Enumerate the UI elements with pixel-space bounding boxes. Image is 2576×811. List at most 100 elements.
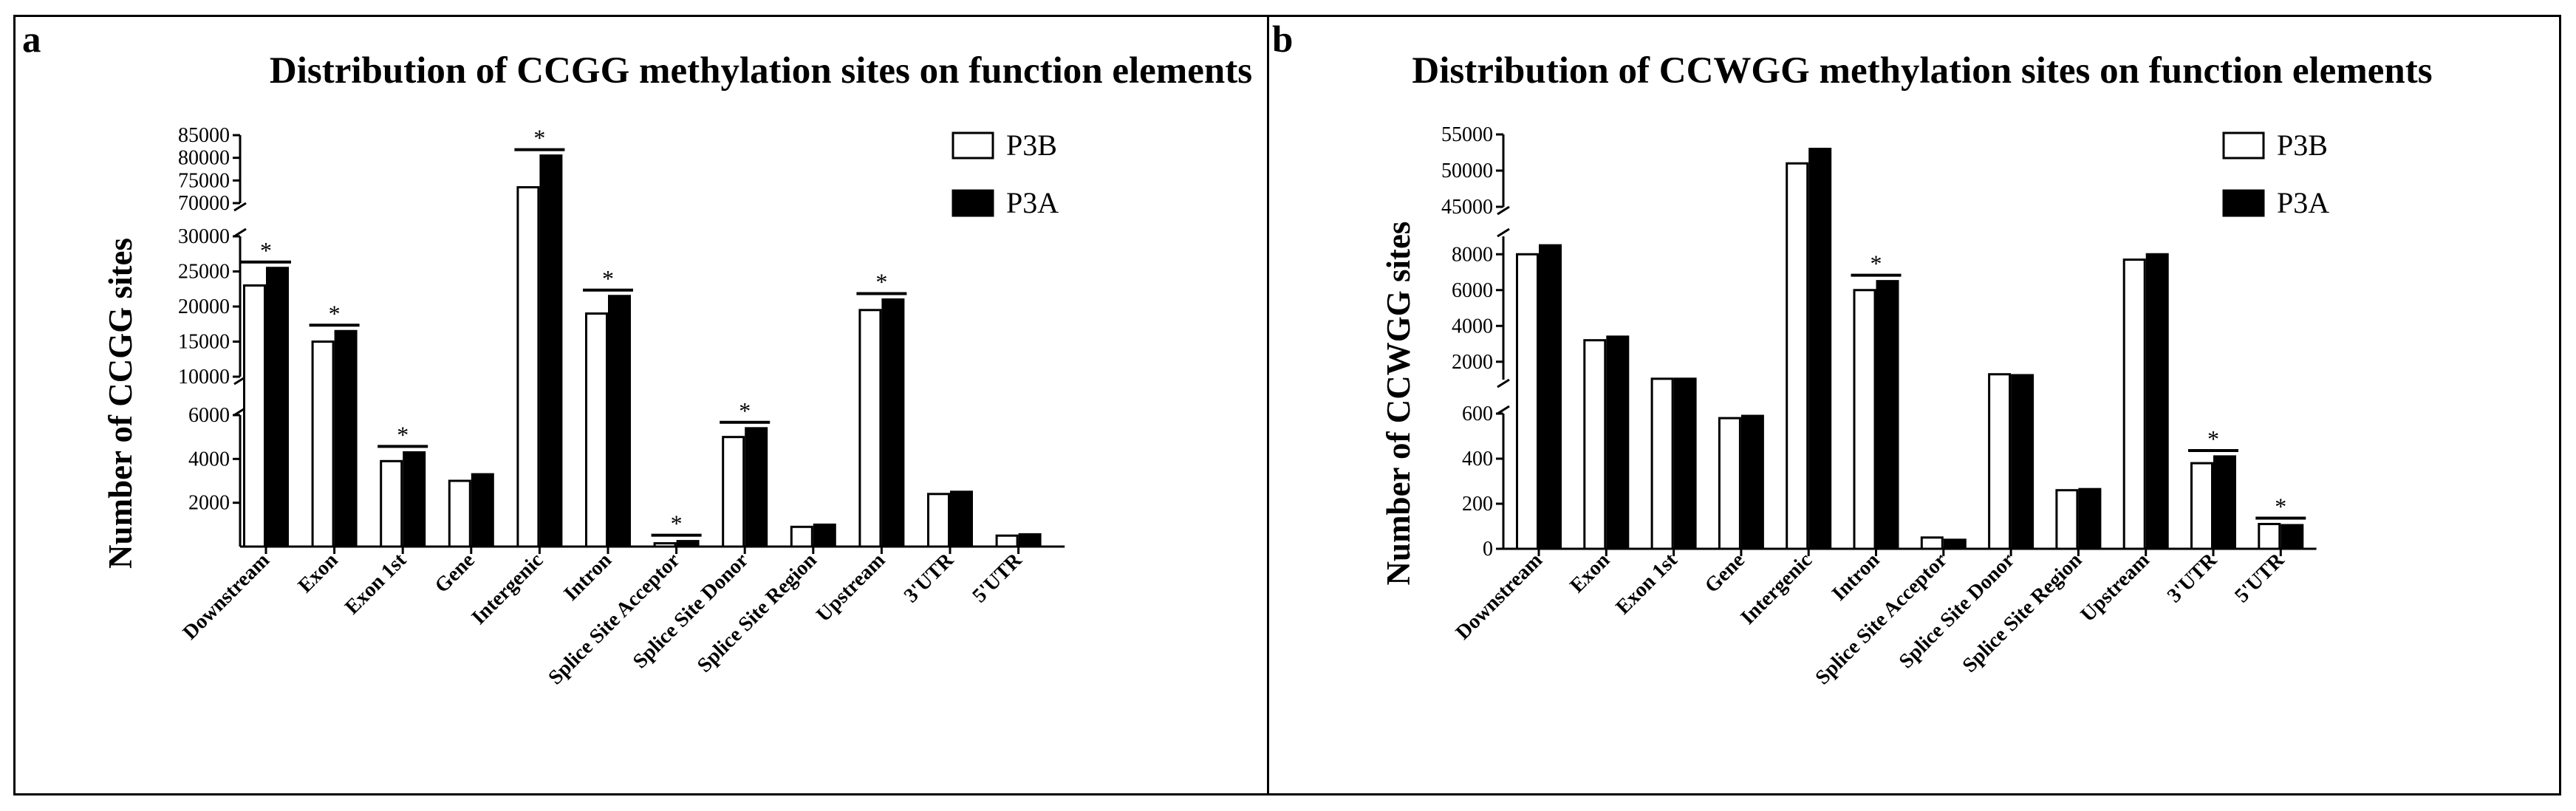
chart-a-legend-swatch-p3a bbox=[952, 189, 994, 217]
chart-a-group: a Distribution of CCGG methylation sites … bbox=[22, 19, 1252, 689]
chart-b-bar-p3b-splice-site-donor bbox=[1988, 373, 2012, 550]
chart-b-category-label-downstream: Downstream bbox=[1452, 549, 1547, 644]
chart-a-y-tick-label: 85000 bbox=[178, 124, 230, 147]
chart-b-category-label-splice-site-acceptor: Splice Site Acceptor bbox=[1811, 549, 1952, 689]
chart-a-y-tick-label: 70000 bbox=[178, 192, 230, 215]
chart-b-bar-p3a-exon bbox=[1606, 335, 1630, 550]
chart-a-bar-p3a-intron bbox=[608, 295, 631, 548]
chart-b-title: Distribution of CCWGG methylation sites … bbox=[1412, 50, 2432, 92]
chart-a-significance-star-splice-site-donor: * bbox=[739, 397, 751, 424]
chart-a-category-label-exon: Exon bbox=[294, 549, 343, 598]
chart-a-axis-break-mark bbox=[233, 202, 247, 212]
chart-a-y-tick-label: 2000 bbox=[188, 492, 230, 515]
chart-b-axis-break-mark bbox=[1497, 227, 1510, 238]
chart-b-bar-p3b-exon-1st bbox=[1650, 377, 1674, 550]
chart-b-bar-p3a-gene bbox=[1740, 414, 1764, 550]
chart-b-bar-p3a-intergenic bbox=[1808, 148, 1832, 550]
chart-b-bar-p3a-splice-site-acceptor bbox=[1943, 538, 1967, 550]
chart-a-category-label-5-utr: 5'UTR bbox=[968, 548, 1027, 607]
chart-a-bar-p3b-exon bbox=[311, 341, 335, 548]
chart-a-bar-p3b-intergenic bbox=[516, 186, 540, 548]
chart-a-category-label-splice-site-region: Splice Site Region bbox=[693, 549, 821, 677]
chart-b-group: b Distribution of CCWGG methylation sites… bbox=[1272, 19, 2433, 689]
chart-b-y-tick-label: 0 bbox=[1483, 538, 1493, 561]
chart-b-bar-p3b-upstream bbox=[2122, 259, 2146, 550]
chart-a-category-label-3-utr: 3'UTR bbox=[900, 548, 959, 607]
panel-b-frame bbox=[1267, 15, 2561, 795]
chart-b-category-label-intron: Intron bbox=[1828, 549, 1885, 606]
chart-b-y-tick-label: 6000 bbox=[1452, 279, 1493, 302]
chart-b-axis-break-mark bbox=[1497, 378, 1510, 389]
chart-a-category-label-splice-site-acceptor: Splice Site Acceptor bbox=[544, 549, 684, 689]
chart-a-y-tick-label: 20000 bbox=[178, 295, 230, 318]
chart-a-category-label-intron: Intron bbox=[559, 549, 616, 606]
chart-a-y-tick-label: 6000 bbox=[188, 404, 230, 427]
chart-a-bar-p3b-5-utr bbox=[995, 534, 1019, 548]
chart-b-axis-break-mark bbox=[1497, 405, 1510, 415]
chart-a-axis-break-mark bbox=[233, 227, 247, 238]
chart-a-bar-p3b-splice-site-region bbox=[790, 525, 813, 548]
chart-b-y-tick-label: 45000 bbox=[1441, 196, 1493, 219]
chart-a-bar-p3a-5-utr bbox=[1018, 533, 1042, 548]
chart-b-y-axis-label: Number of CCWGG sites bbox=[1380, 222, 1417, 586]
chart-a-significance-star-downstream: * bbox=[260, 237, 272, 264]
chart-b-bar-p3b-splice-site-region bbox=[2055, 489, 2079, 550]
chart-b-bar-p3a-3-utr bbox=[2213, 455, 2236, 550]
chart-b-significance-star-3-utr: * bbox=[2207, 425, 2219, 452]
chart-a-bar-p3b-upstream bbox=[858, 309, 882, 548]
chart-b-y-tick-label: 2000 bbox=[1452, 351, 1493, 374]
chart-b-bar-p3b-gene bbox=[1718, 417, 1741, 550]
chart-a-bar-p3a-exon bbox=[334, 329, 358, 548]
chart-b-bar-p3a-exon-1st bbox=[1673, 377, 1697, 550]
chart-a-legend-label-p3b: P3B bbox=[1006, 129, 1057, 162]
chart-b-y-tick-label: 400 bbox=[1462, 448, 1493, 470]
chart-a-y-tick-label: 25000 bbox=[178, 261, 230, 284]
chart-a-bar-p3b-downstream bbox=[243, 284, 266, 548]
chart-b-y-tick-label: 50000 bbox=[1441, 160, 1493, 182]
chart-b-category-label-5-utr: 5'UTR bbox=[2230, 548, 2289, 607]
chart-a-y-tick-label: 30000 bbox=[178, 225, 230, 248]
chart-b-bar-p3a-upstream bbox=[2145, 253, 2169, 550]
chart-a-y-tick-label: 15000 bbox=[178, 331, 230, 354]
chart-a-title: Distribution of CCGG methylation sites o… bbox=[270, 50, 1252, 92]
chart-a-bar-p3a-splice-site-donor bbox=[745, 427, 768, 548]
chart-a-bar-p3a-splice-site-region bbox=[813, 523, 836, 548]
chart-b-significance-star-5-utr: * bbox=[2275, 493, 2286, 519]
chart-a-bar-p3a-downstream bbox=[266, 267, 289, 548]
chart-b-bar-p3b-downstream bbox=[1516, 253, 1539, 550]
chart-a-bar-p3b-splice-site-acceptor bbox=[653, 542, 677, 548]
chart-a-significance-star-intergenic: * bbox=[533, 125, 545, 151]
chart-b-bar-p3b-3-utr bbox=[2190, 462, 2213, 550]
chart-a-category-label-splice-site-donor: Splice Site Donor bbox=[629, 549, 753, 673]
chart-b-bar-p3b-intergenic bbox=[1786, 162, 1809, 550]
chart-a-significance-star-intron: * bbox=[602, 265, 614, 292]
chart-b-y-tick-label: 55000 bbox=[1441, 123, 1493, 146]
chart-b-category-label-splice-site-region: Splice Site Region bbox=[1958, 549, 2087, 677]
chart-b-legend-label-p3b: P3B bbox=[2277, 129, 2328, 162]
chart-b-category-label-3-utr: 3'UTR bbox=[2163, 548, 2222, 607]
chart-a-bar-p3a-splice-site-acceptor bbox=[676, 540, 700, 548]
chart-b-panel-label: b bbox=[1272, 19, 1293, 61]
chart-b-bar-p3a-splice-site-region bbox=[2078, 487, 2102, 550]
chart-a-significance-star-exon: * bbox=[329, 300, 341, 326]
chart-a-bar-p3a-exon-1st bbox=[403, 451, 426, 548]
chart-b-bar-p3b-exon bbox=[1583, 339, 1607, 550]
chart-b-bar-p3b-splice-site-acceptor bbox=[1920, 536, 1944, 550]
chart-b-category-label-exon-1st: Exon 1st bbox=[1611, 549, 1682, 620]
chart-a-bar-p3a-intergenic bbox=[539, 154, 563, 548]
chart-a-significance-star-exon-1st: * bbox=[397, 421, 409, 448]
chart-a-panel-label: a bbox=[22, 19, 41, 61]
chart-b-bar-p3a-intron bbox=[1876, 280, 1899, 550]
chart-a-bar-p3b-splice-site-donor bbox=[722, 436, 745, 548]
chart-b-category-label-splice-site-donor: Splice Site Donor bbox=[1895, 549, 2019, 673]
chart-a-y-tick-label: 10000 bbox=[178, 366, 230, 389]
chart-a-bar-p3b-gene bbox=[448, 479, 471, 548]
chart-b-y-tick-label: 200 bbox=[1462, 493, 1493, 516]
chart-a-category-label-exon-1st: Exon 1st bbox=[341, 549, 411, 620]
chart-a-y-tick-label: 80000 bbox=[178, 147, 230, 170]
chart-a-legend-label-p3a: P3A bbox=[1006, 186, 1059, 219]
chart-a-y-tick-label: 75000 bbox=[178, 169, 230, 192]
chart-b-bar-p3a-downstream bbox=[1539, 244, 1562, 550]
chart-b-bar-p3a-splice-site-donor bbox=[2011, 374, 2035, 550]
